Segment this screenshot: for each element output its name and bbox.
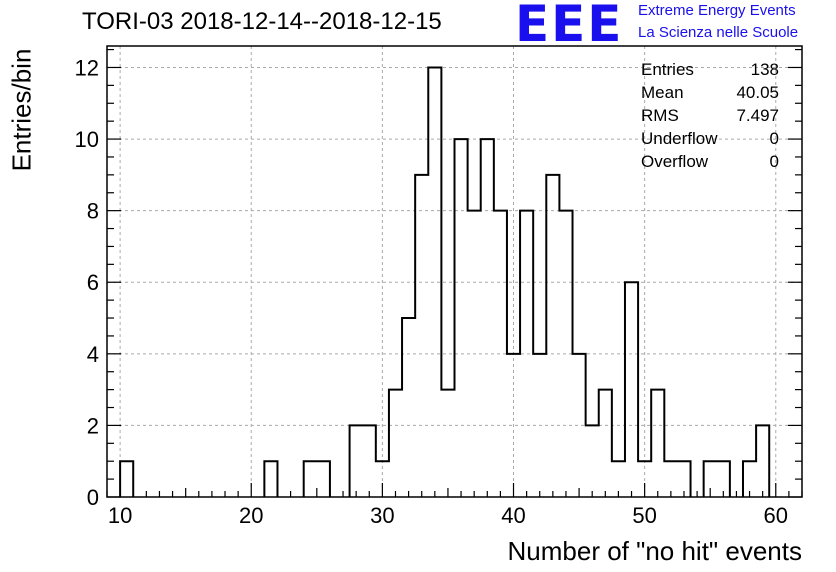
histogram-bar [415, 175, 428, 497]
y-tick-label: 2 [87, 413, 99, 438]
y-tick-label: 4 [87, 342, 99, 367]
stat-label: Entries [641, 60, 694, 79]
y-tick-label: 6 [87, 270, 99, 295]
x-tick-label: 40 [501, 503, 525, 528]
histogram-outline [119, 66, 771, 497]
stat-row-mean: Mean 40.05 [641, 81, 779, 104]
stat-row-underflow: Underflow 0 [641, 127, 779, 150]
logo-line-1: Extreme Energy Events [638, 2, 796, 19]
y-tick-label: 0 [87, 485, 99, 510]
histogram-bar [481, 139, 494, 497]
y-tick-label: 10 [75, 127, 99, 152]
stat-row-entries: Entries 138 [641, 58, 779, 81]
plot-title: TORI-03 2018-12-14--2018-12-15 [82, 8, 442, 35]
stat-value: 40.05 [736, 83, 779, 102]
stat-label: Mean [641, 83, 684, 102]
histogram-bar [455, 139, 468, 497]
stat-label: RMS [641, 106, 679, 125]
x-tick-label: 10 [108, 503, 132, 528]
stat-value: 7.497 [736, 106, 779, 125]
histogram-bar [402, 318, 415, 497]
stat-row-overflow: Overflow 0 [641, 150, 779, 173]
x-axis-label: Number of "no hit" events [507, 536, 803, 566]
x-tick-label: 50 [632, 503, 656, 528]
stat-value: 0 [769, 152, 779, 171]
histogram-bar [363, 425, 376, 497]
stat-value: 0 [769, 129, 779, 148]
grid-lines [107, 46, 802, 497]
stats-box: Entries 138 Mean 40.05 RMS 7.497 Underfl… [641, 58, 779, 173]
logo-line-2: La Scienza nelle Scuole [638, 24, 799, 41]
plot-frame [106, 45, 803, 498]
stat-value: 138 [750, 60, 779, 79]
histogram-bar [120, 461, 133, 497]
histogram-bar [599, 390, 612, 497]
x-tick-label: 20 [239, 503, 263, 528]
stat-row-rms: RMS 7.497 [641, 104, 779, 127]
y-tick-label: 12 [75, 55, 99, 80]
histogram-bar [651, 390, 664, 497]
histogram-bar [350, 425, 363, 497]
histogram-bar [756, 425, 769, 497]
tick-labels: 10 20 30 40 50 60 0 2 4 6 8 10 12 [75, 55, 789, 528]
axis-ticks [106, 48, 803, 498]
histogram-bar [264, 461, 277, 497]
histogram-bar [304, 461, 317, 497]
histogram-bar [441, 390, 454, 497]
x-tick-label: 30 [370, 503, 394, 528]
eee-logo-mark: EEE [515, 0, 624, 53]
histogram-bar [625, 282, 638, 497]
histogram-bar [317, 461, 330, 497]
y-axis-label: Entries/bin [6, 48, 37, 172]
stat-label: Overflow [641, 152, 709, 171]
histogram-bar [586, 425, 599, 497]
histogram-bar [389, 390, 402, 497]
y-tick-label: 8 [87, 199, 99, 224]
histogram-bar [546, 175, 559, 497]
x-tick-label: 60 [764, 503, 788, 528]
stat-label: Underflow [641, 129, 718, 148]
